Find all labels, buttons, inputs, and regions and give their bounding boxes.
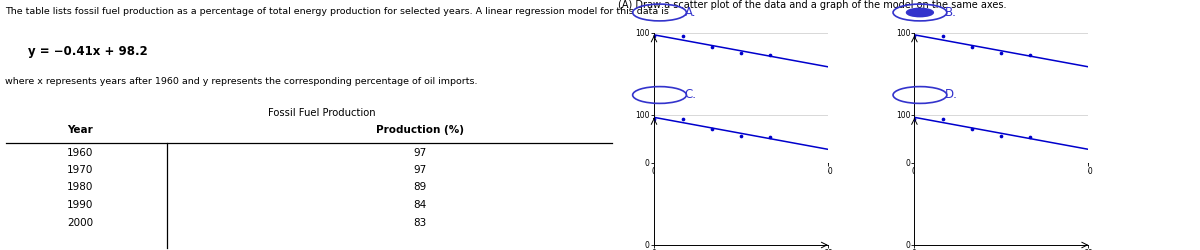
Text: 84: 84 (414, 200, 427, 210)
Text: D.: D. (944, 88, 958, 102)
Point (962, 45, 982, 49)
Text: Fossil Fuel Production: Fossil Fuel Production (268, 108, 376, 118)
Text: 97: 97 (414, 165, 427, 175)
Point (934, 117, 953, 121)
Point (644, 34, 664, 38)
Text: A.: A. (684, 6, 696, 19)
Point (905, 34, 924, 38)
Text: 83: 83 (414, 218, 427, 228)
Point (905, 117, 924, 121)
Text: 89: 89 (414, 182, 427, 192)
Point (1021, 135, 1040, 139)
Point (732, 134, 751, 138)
Point (673, 117, 692, 121)
X-axis label: Years after 1960: Years after 1960 (709, 178, 773, 188)
Point (644, 117, 664, 121)
Text: where x represents years after 1960 and y represents the corresponding percentag: where x represents years after 1960 and … (5, 78, 478, 86)
Text: 2000: 2000 (67, 218, 94, 228)
Point (702, 127, 721, 131)
Text: 97: 97 (414, 148, 427, 158)
Text: Year: Year (67, 125, 94, 135)
Point (962, 127, 982, 131)
Point (702, 45, 721, 49)
X-axis label: Years after 1960: Years after 1960 (970, 178, 1033, 188)
Point (732, 51, 751, 55)
Text: Production (%): Production (%) (377, 125, 464, 135)
Circle shape (906, 8, 934, 17)
Text: B.: B. (944, 6, 956, 19)
Text: y = −0.41x + 98.2: y = −0.41x + 98.2 (28, 45, 148, 58)
Point (992, 51, 1012, 55)
Text: C.: C. (684, 88, 696, 102)
Text: 1980: 1980 (67, 182, 94, 192)
Text: (A) Draw a scatter plot of the data and a graph of the model on the same axes.: (A) Draw a scatter plot of the data and … (618, 0, 1007, 10)
Text: 1970: 1970 (67, 165, 94, 175)
Point (761, 52, 780, 56)
Text: 1960: 1960 (67, 148, 94, 158)
Point (1021, 52, 1040, 56)
Text: The table lists fossil fuel production as a percentage of total energy productio: The table lists fossil fuel production a… (5, 8, 668, 16)
Point (761, 135, 780, 139)
Point (934, 34, 953, 38)
Text: 1990: 1990 (67, 200, 94, 210)
Point (992, 134, 1012, 138)
Point (673, 34, 692, 38)
